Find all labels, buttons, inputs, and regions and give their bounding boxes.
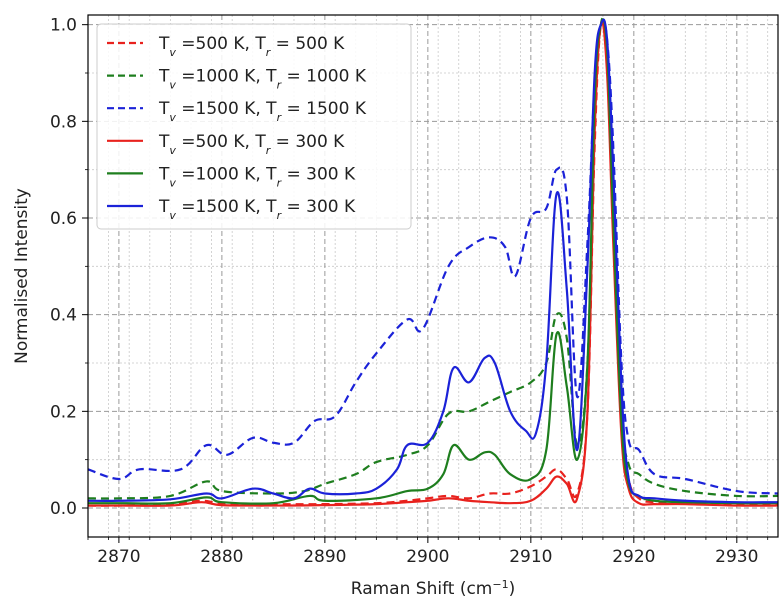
legend-subscript: v — [169, 46, 176, 59]
legend-subscript: v — [169, 143, 176, 156]
y-tick-label: 1.0 — [50, 16, 77, 36]
legend-text-part: =1000 K, T — [176, 67, 277, 87]
y-tick-label: 0.2 — [50, 402, 77, 422]
legend-box — [96, 23, 412, 230]
legend-subscript: r — [277, 78, 283, 91]
y-axis-title: Normalised Intensity — [12, 188, 32, 364]
legend-subscript: v — [169, 78, 176, 91]
legend-text-part: T — [158, 99, 170, 119]
legend-text-part: = 300 K — [270, 132, 345, 152]
legend-subscript: r — [277, 176, 283, 189]
series-line-4 — [88, 20, 778, 507]
legend-label-2: Tv =1000 K, Tr = 1000 K — [158, 67, 367, 92]
y-tick-label: 0.4 — [50, 306, 77, 326]
legend-text-part: =1500 K, T — [176, 197, 277, 217]
legend-text-part: T — [158, 164, 170, 184]
legend-subscript: r — [277, 209, 283, 222]
legend-text-part: T — [158, 34, 170, 54]
legend: Tv =500 K, Tr = 500 KTv =1000 K, Tr = 10… — [96, 23, 412, 230]
minor-grid — [87, 15, 778, 537]
series-line-5 — [88, 18, 778, 505]
series-line-6 — [88, 18, 778, 504]
legend-text-part: =1500 K, T — [176, 99, 277, 119]
legend-subscript: v — [169, 176, 176, 189]
legend-text-part: =1000 K, T — [176, 164, 277, 184]
x-axis-title-sup: −1 — [492, 578, 508, 591]
legend-text-part: = 1500 K — [281, 99, 367, 119]
legend-text-part: T — [158, 197, 170, 217]
legend-text-part: T — [158, 67, 170, 87]
x-axis-title: Raman Shift (cm−1) — [351, 578, 515, 600]
y-tick-label: 0.6 — [50, 209, 77, 229]
legend-text-part: T — [158, 132, 170, 152]
legend-text-part: = 1000 K — [281, 67, 367, 87]
x-tick-label: 2930 — [715, 547, 758, 567]
x-tick-label: 2890 — [303, 547, 346, 567]
x-tick-label: 2880 — [200, 547, 243, 567]
x-axis-title-main: Raman Shift (cm — [351, 579, 493, 599]
x-tick-label: 2920 — [612, 547, 655, 567]
x-tick-label: 2900 — [406, 547, 449, 567]
legend-text-part: = 300 K — [281, 197, 356, 217]
x-tick-label: 2870 — [97, 547, 140, 567]
legend-subscript: r — [266, 46, 272, 59]
legend-text-part: =500 K, T — [176, 34, 266, 54]
legend-text-part: = 500 K — [270, 34, 345, 54]
y-tick-label: 0.8 — [50, 112, 77, 132]
legend-subscript: v — [169, 209, 176, 222]
series-layer — [88, 16, 778, 507]
y-tick-label: 0.0 — [50, 499, 77, 519]
axis-ticks — [82, 24, 769, 543]
legend-label-4: Tv =500 K, Tr = 300 K — [158, 132, 345, 157]
legend-label-1: Tv =500 K, Tr = 500 K — [158, 34, 345, 59]
tick-labels: 2870 2880 2890 2900 2910 2920 2930 0.0 0.2 0.4 0.6… — [50, 16, 758, 567]
legend-label-3: Tv =1500 K, Tr = 1500 K — [158, 99, 367, 124]
legend-subscript: r — [266, 143, 272, 156]
legend-label-6: Tv =1500 K, Tr = 300 K — [158, 197, 356, 222]
legend-text-part: =500 K, T — [176, 132, 266, 152]
x-axis-title-end: ) — [509, 579, 516, 599]
legend-text-part: = 300 K — [281, 164, 356, 184]
legend-subscript: v — [169, 111, 176, 124]
x-tick-label: 2910 — [509, 547, 552, 567]
legend-subscript: r — [277, 111, 283, 124]
legend-label-5: Tv =1000 K, Tr = 300 K — [158, 164, 356, 189]
plot-frame — [87, 14, 779, 538]
